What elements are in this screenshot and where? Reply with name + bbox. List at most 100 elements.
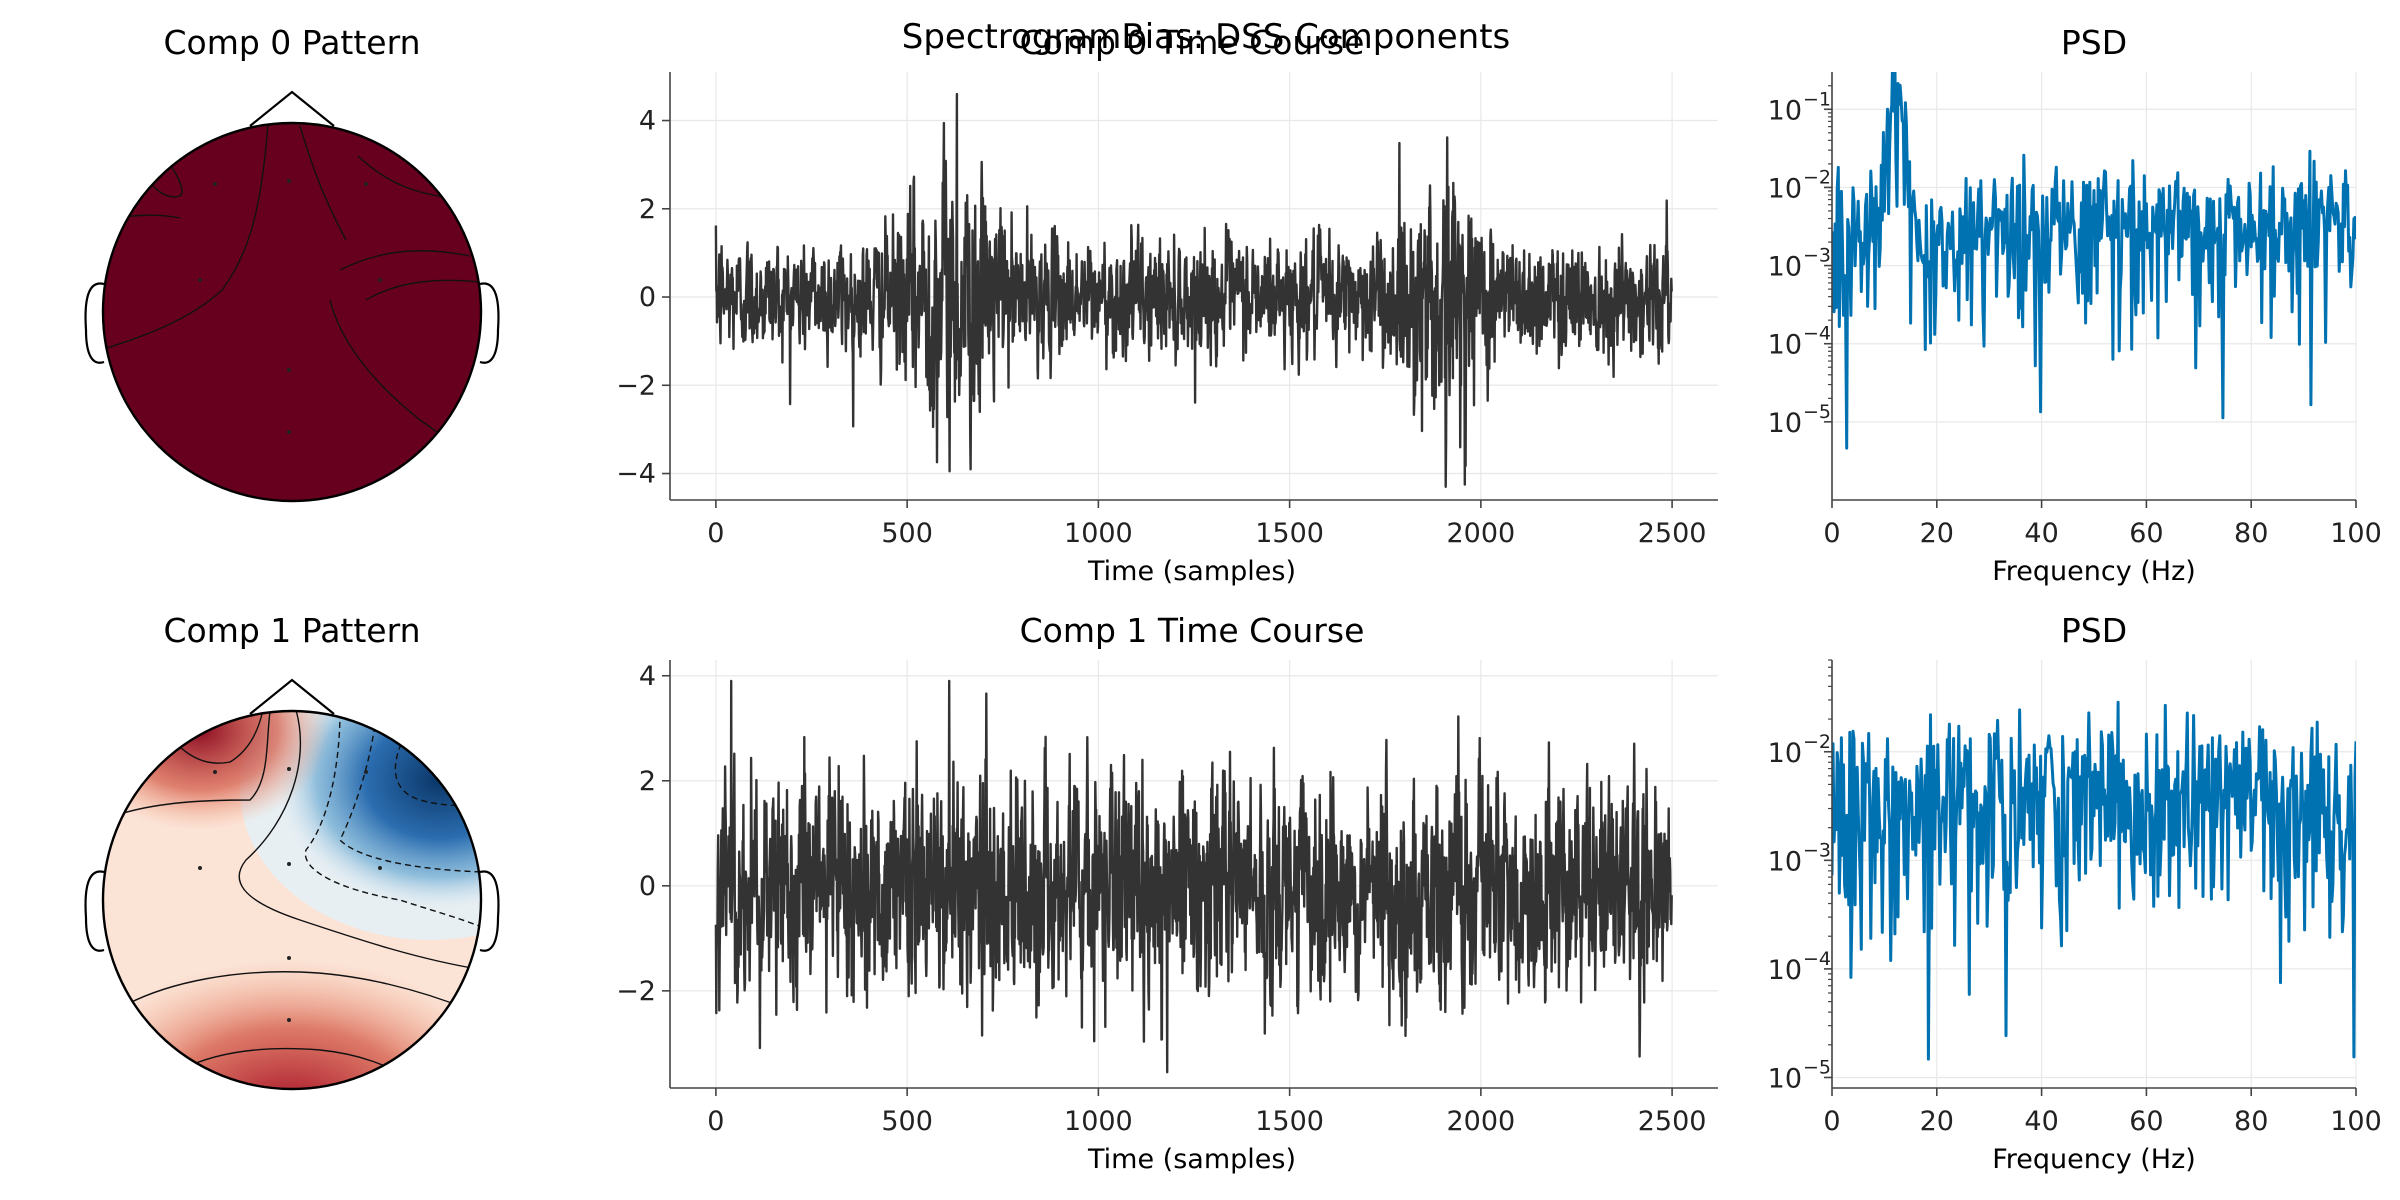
xtick-label: 1000: [1064, 518, 1133, 549]
comp0-psd-yticks: 10−110−210−310−410−5: [1768, 85, 1832, 439]
comp1-psd-title: PSD: [2061, 611, 2127, 650]
sensor-dot: [198, 866, 202, 870]
comp0-right-ear: [479, 282, 500, 364]
xtick-label: 500: [881, 1106, 933, 1137]
sensor-dot: [364, 770, 368, 774]
xtick-label: 100: [2330, 518, 2382, 549]
comp0-psd-panel: PSD 10−110−210−310−410−5 0 20 40 60 80 100 Fr…: [1768, 23, 2382, 587]
comp1-head-outline: [84, 678, 500, 952]
comp0-topo-fill: [103, 123, 481, 501]
ytick-label: −4: [616, 459, 656, 490]
ytick-label: 10: [1768, 95, 1802, 126]
comp0-psd-title: PSD: [2061, 23, 2127, 62]
ytick-label: 10: [1768, 1063, 1802, 1094]
comp1-timecourse-xlabel: Time (samples): [1087, 1144, 1296, 1175]
xtick-label: 20: [1920, 1106, 1954, 1137]
comp1-right-ear: [479, 870, 500, 952]
comp1-timecourse-panel: Comp 1 Time Course 4 2 0 −2 0 500 1000 1500 200…: [616, 611, 1718, 1175]
ytick-label: 10: [1768, 738, 1802, 769]
ytick-label: 10: [1768, 955, 1802, 986]
comp1-psd-series: [1832, 700, 2356, 1061]
comp1-psd-yticks: 10−210−310−410−5: [1768, 659, 1832, 1094]
comp0-timecourse-xticks: 0 500 1000 1500 2000 2500: [707, 500, 1706, 549]
sensor-dot: [287, 956, 291, 960]
comp1-left-ear: [84, 870, 105, 952]
xtick-label: 20: [1920, 518, 1954, 549]
ytick-label: 4: [639, 661, 656, 692]
xtick-label: 2000: [1447, 518, 1516, 549]
comp1-pattern-title: Comp 1 Pattern: [163, 611, 420, 650]
ytick-exponent: −5: [1803, 1056, 1831, 1078]
ytick-exponent: −2: [1803, 731, 1831, 753]
ytick-label: 10: [1768, 846, 1802, 877]
xtick-label: 100: [2330, 1106, 2382, 1137]
sensor-dot: [287, 368, 291, 372]
comp0-timecourse-title: Comp 0 Time Course: [1020, 23, 1365, 62]
comp0-timecourse-xlabel: Time (samples): [1087, 556, 1296, 587]
xtick-label: 2000: [1447, 1106, 1516, 1137]
ytick-label: 2: [639, 766, 656, 797]
comp1-timecourse-xticks: 0 500 1000 1500 2000 2500: [707, 1088, 1706, 1137]
xtick-label: 0: [1823, 1106, 1840, 1137]
xtick-label: 0: [707, 1106, 724, 1137]
sensor-dot: [287, 1018, 291, 1022]
xtick-label: 2500: [1638, 518, 1707, 549]
comp0-left-ear: [84, 282, 105, 364]
ytick-exponent: −3: [1803, 245, 1831, 267]
xtick-label: 40: [2024, 518, 2058, 549]
ytick-exponent: −1: [1803, 88, 1831, 110]
xtick-label: 1500: [1255, 518, 1324, 549]
ytick-label: 10: [1768, 173, 1802, 204]
xtick-label: 80: [2234, 1106, 2268, 1137]
comp1-psd-xticks: 0 20 40 60 80 100: [1823, 1088, 2382, 1137]
comp0-psd-series: [1832, 72, 2356, 450]
sensor-dot: [287, 767, 291, 771]
comp1-pattern-panel: Comp 1 Pattern: [84, 611, 500, 1091]
sensor-dot: [213, 182, 217, 186]
ytick-label: 2: [639, 194, 656, 225]
ytick-label: 4: [639, 106, 656, 137]
sensor-dot: [378, 866, 382, 870]
comp1-sensors: [198, 767, 382, 1022]
xtick-label: 2500: [1638, 1106, 1707, 1137]
ytick-label: 10: [1768, 330, 1802, 361]
comp0-pattern-panel: Comp 0 Pattern: [84, 23, 500, 503]
ytick-label: −2: [616, 976, 656, 1007]
xtick-label: 60: [2129, 1106, 2163, 1137]
xtick-label: 80: [2234, 518, 2268, 549]
sensor-dot: [287, 430, 291, 434]
comp0-timecourse-yticks: 4 2 0 −2 −4: [616, 106, 670, 490]
xtick-label: 40: [2024, 1106, 2058, 1137]
sensor-dot: [198, 278, 202, 282]
ytick-label: 10: [1768, 408, 1802, 439]
comp0-timecourse-panel: Comp 0 Time Course 4 2 0 −2 −4 0 500 1000 1500 2…: [616, 23, 1718, 587]
ytick-label: 0: [639, 871, 656, 902]
sensor-dot: [287, 862, 291, 866]
comp0-sensors: [198, 179, 382, 434]
ytick-exponent: −3: [1803, 839, 1831, 861]
comp1-timecourse-title: Comp 1 Time Course: [1020, 611, 1365, 650]
comp1-timecourse-yticks: 4 2 0 −2: [616, 661, 670, 1007]
comp0-pattern-title: Comp 0 Pattern: [163, 23, 420, 62]
comp1-psd-xlabel: Frequency (Hz): [1992, 1144, 2196, 1175]
comp0-nose: [249, 90, 335, 127]
comp0-psd-xlabel: Frequency (Hz): [1992, 556, 2196, 587]
xtick-label: 1000: [1064, 1106, 1133, 1137]
ytick-label: −2: [616, 370, 656, 401]
comp0-timecourse-series: [714, 92, 1673, 488]
comp0-psd-xticks: 0 20 40 60 80 100: [1823, 500, 2382, 549]
comp0-head-outline: [84, 90, 500, 364]
ytick-exponent: −4: [1803, 323, 1831, 345]
xtick-label: 0: [707, 518, 724, 549]
xtick-label: 60: [2129, 518, 2163, 549]
ytick-label: 10: [1768, 252, 1802, 283]
comp1-timecourse-series: [714, 679, 1673, 1074]
ytick-exponent: −5: [1803, 401, 1831, 423]
comp0-head-circle: [101, 121, 483, 503]
figure-suptitle: SpectrogramBias: DSS Components: [902, 17, 1511, 57]
ytick-exponent: −4: [1803, 948, 1831, 970]
ytick-exponent: −2: [1803, 166, 1831, 188]
sensor-dot: [213, 770, 217, 774]
comp1-topo-fill: [103, 711, 481, 1089]
